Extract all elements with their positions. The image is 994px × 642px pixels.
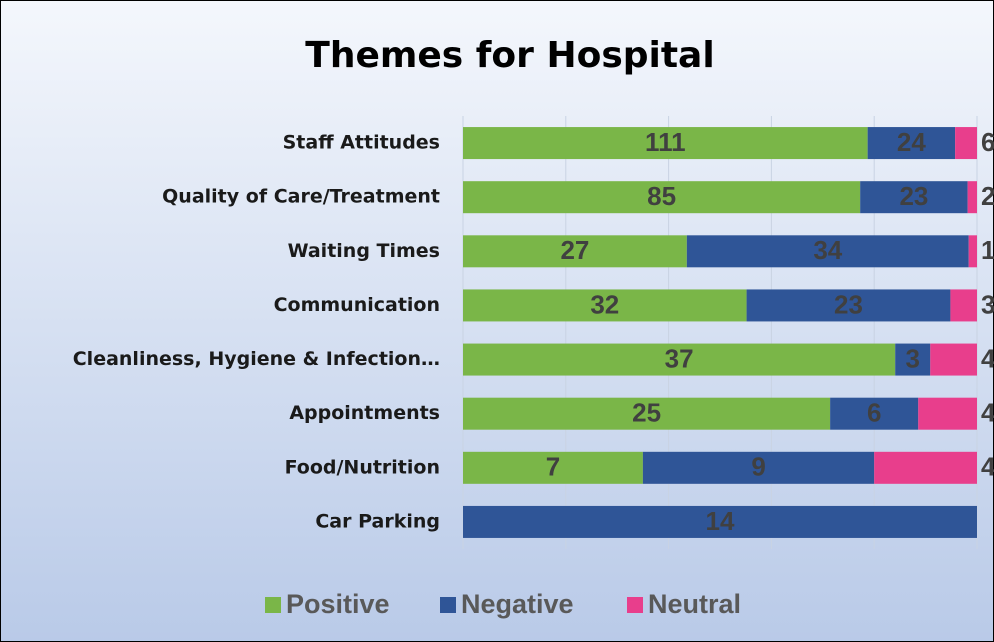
y-tick-label: Staff Attitudes (283, 132, 440, 154)
data-label: 1 (981, 235, 994, 265)
data-label: 85 (647, 181, 676, 211)
bar-segment (463, 505, 977, 538)
data-label: 25 (632, 398, 661, 428)
y-tick-label: Car Parking (315, 510, 440, 532)
data-label: 24 (897, 127, 926, 157)
bar-segment (463, 127, 868, 160)
bar-segment (463, 181, 861, 214)
bar-segment (895, 343, 931, 376)
bar-segment (642, 451, 875, 484)
bar-segment (918, 397, 977, 430)
data-label: 3 (981, 289, 994, 319)
bar-segment (860, 181, 968, 214)
legend-swatch (627, 597, 643, 613)
data-label: 2 (981, 181, 994, 211)
data-label: 6 (981, 127, 994, 157)
bar-segment (874, 451, 977, 484)
data-label: 4 (981, 343, 994, 373)
legend-swatch (440, 597, 456, 613)
y-tick-label: Food/Nutrition (285, 456, 440, 478)
y-tick-label: Cleanliness, Hygiene & Infection… (73, 348, 440, 370)
bar-segment (686, 235, 969, 268)
bar-segment (463, 343, 896, 376)
bar-segment (950, 289, 977, 322)
data-label: 14 (706, 506, 735, 536)
data-label: 4 (981, 452, 994, 482)
y-tick-label: Waiting Times (288, 240, 440, 262)
legend-label: Neutral (648, 589, 741, 619)
data-label: 111 (645, 127, 686, 157)
data-label: 9 (751, 452, 765, 482)
bar-segment (463, 235, 687, 268)
bar-segment (967, 181, 977, 214)
legend-label: Negative (461, 589, 574, 619)
data-label: 7 (546, 452, 560, 482)
data-label: 4 (981, 398, 994, 428)
y-tick-label: Communication (274, 294, 440, 316)
data-label: 32 (590, 289, 619, 319)
data-label: 37 (665, 343, 694, 373)
legend-swatch (265, 597, 281, 613)
bar-segment (930, 343, 977, 376)
data-label: 27 (560, 235, 589, 265)
bar-segment (830, 397, 919, 430)
bar-segment (968, 235, 977, 268)
chart-title: Themes for Hospital (305, 35, 714, 76)
data-label: 23 (834, 289, 863, 319)
data-label: 23 (899, 181, 928, 211)
bar-segment (463, 289, 747, 322)
data-label: 3 (906, 343, 920, 373)
legend-label: Positive (286, 589, 390, 619)
bar-segment (463, 451, 643, 484)
bar-segment (746, 289, 951, 322)
bar-segment (955, 127, 977, 160)
data-label: 6 (867, 398, 881, 428)
y-tick-label: Quality of Care/Treatment (162, 186, 440, 208)
bar-segment (463, 397, 831, 430)
bar-segment (867, 127, 956, 160)
data-label: 34 (813, 235, 842, 265)
y-tick-label: Appointments (289, 402, 440, 424)
